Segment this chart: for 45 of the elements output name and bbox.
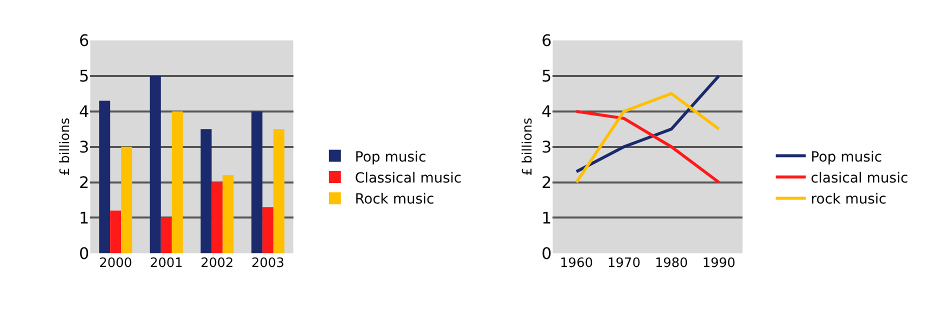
y-tick-label: 5	[79, 66, 90, 86]
legend-label: Rock music	[354, 192, 434, 208]
y-tick-label: 0	[79, 244, 90, 263]
bar	[150, 76, 161, 254]
x-tick-label: 1980	[654, 256, 688, 272]
legend-label: clasical music	[810, 170, 908, 186]
bar	[110, 210, 122, 254]
legend-label: Pop music	[354, 149, 426, 166]
x-tick-label: 1960	[560, 256, 594, 272]
bar	[200, 129, 212, 254]
x-tick-label: 2001	[150, 256, 183, 272]
bar	[99, 100, 110, 254]
legend-label: rock music	[810, 192, 886, 208]
bar	[160, 218, 172, 254]
y-tick-label: 6	[542, 31, 552, 50]
y-tick-label: 0	[542, 244, 552, 263]
x-tick-label: 2003	[251, 256, 284, 272]
legend-label: Classical music	[354, 170, 462, 186]
x-tick-label: 1990	[702, 256, 736, 272]
y-tick-label: 5	[542, 66, 552, 86]
y-tick-label: 3	[542, 137, 552, 156]
bar	[222, 175, 234, 254]
bar	[262, 207, 274, 254]
bar	[172, 111, 183, 254]
y-axis-title: £ billions	[58, 118, 74, 176]
y-tick-label: 6	[79, 31, 90, 50]
y-axis-title: £ billions	[520, 118, 536, 176]
bar	[251, 111, 262, 254]
line-series	[574, 110, 720, 184]
y-tick-label: 2	[542, 172, 552, 192]
y-tick-label: 1	[542, 208, 552, 228]
y-tick-label: 4	[542, 102, 552, 121]
y-tick-label: 1	[79, 208, 90, 228]
y-tick-label: 3	[79, 137, 90, 156]
x-tick-label: 1970	[607, 256, 640, 272]
line-series	[574, 92, 720, 184]
bar	[273, 129, 284, 254]
x-tick-label: 2002	[200, 256, 234, 272]
line-series	[574, 74, 720, 174]
x-tick-label: 2000	[99, 256, 132, 272]
y-tick-label: 4	[79, 102, 90, 121]
bar	[212, 182, 223, 254]
bar	[121, 146, 132, 254]
legend-label: Pop music	[810, 149, 882, 166]
y-tick-label: 2	[79, 172, 90, 192]
